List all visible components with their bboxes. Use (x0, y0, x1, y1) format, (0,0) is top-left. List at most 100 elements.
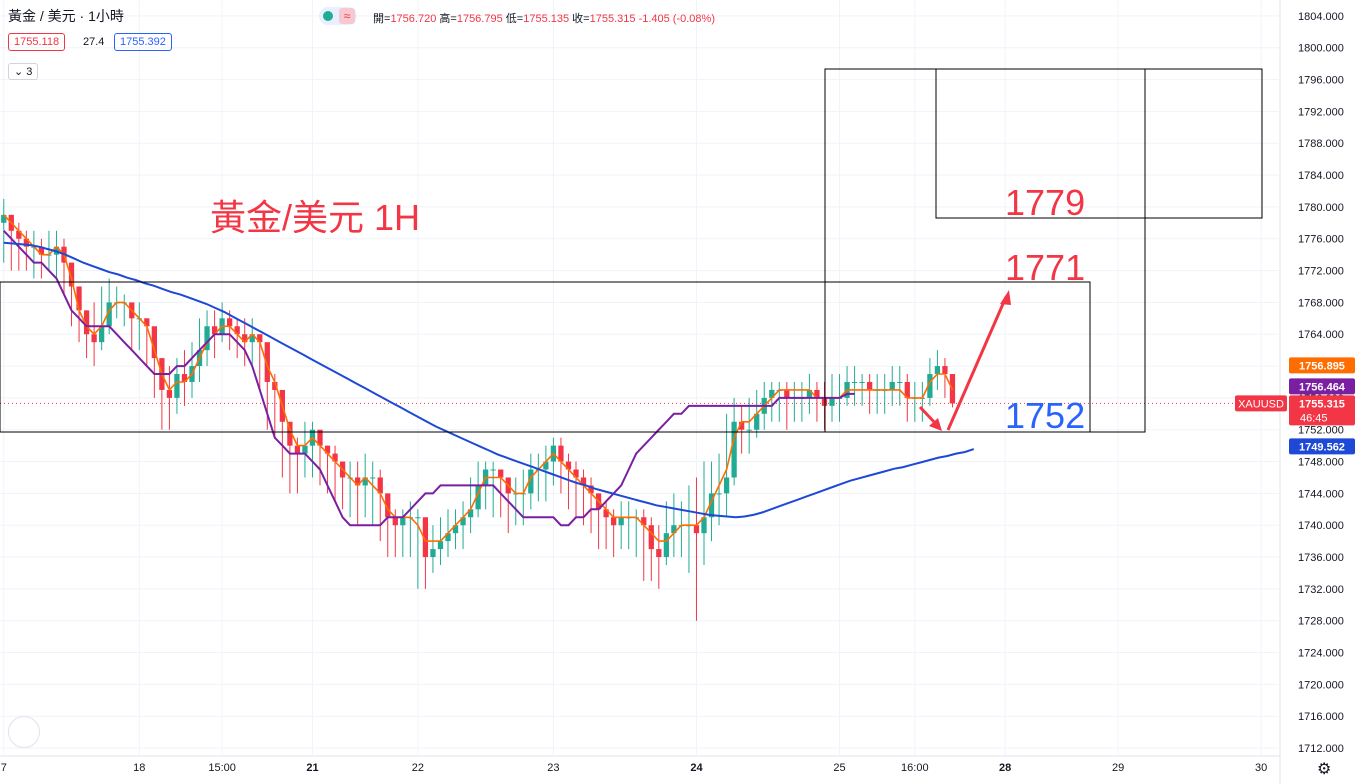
candle-body (151, 326, 157, 359)
gear-icon[interactable]: ⚙ (1317, 761, 1332, 778)
price-tick-label: 1752.000 (1298, 425, 1344, 437)
candle-body (867, 381, 873, 390)
candle-body (784, 389, 790, 398)
time-axis: 7 18 15:00 21 22 23 24 25 16:00 28 29 30 (1, 762, 1268, 774)
candle-body (437, 541, 444, 550)
candle-body (385, 493, 391, 518)
candle-body (746, 429, 752, 431)
candle-body (897, 381, 903, 383)
time-tick-label: 22 (412, 762, 424, 774)
range-box-left[interactable] (0, 281, 1091, 433)
candle-body (227, 318, 233, 327)
price-tag-value: 1749.562 (1299, 441, 1345, 453)
candle-body (543, 461, 549, 470)
candle-body (927, 374, 933, 398)
ma_mid-line (3, 230, 855, 527)
price-tick-label: 1764.000 (1298, 329, 1344, 341)
high-value: 1756.795 (456, 13, 503, 25)
symbol-title[interactable]: 黃金 / 美元 · 1小時 (8, 8, 124, 24)
candle-body (370, 477, 376, 479)
candle-body (91, 334, 97, 343)
drawings-layer[interactable]: 黃金/美元 1H 1779 1771 1752 (0, 68, 1263, 436)
candle-body (83, 310, 90, 335)
low-value: 1755.135 (523, 13, 570, 25)
price-tag-bg (1289, 357, 1355, 374)
time-tick-label: 28 (999, 762, 1011, 774)
candle-body (859, 381, 865, 383)
candle-body (701, 517, 707, 534)
candle-body (211, 326, 218, 335)
time-tick-label: 23 (547, 762, 559, 774)
candle-body (565, 461, 572, 470)
candle-body (99, 326, 105, 343)
approx-icon: ≈ (339, 8, 355, 24)
candle-body (498, 469, 504, 478)
candle-body (355, 477, 361, 486)
candle-body (23, 238, 29, 247)
time-tick-label: 30 (1255, 762, 1267, 774)
price-tick-label: 1776.000 (1298, 234, 1344, 246)
ohlc-readout: 開=1756.720 高=1756.795 低=1755.135 收=1755.… (373, 10, 715, 26)
scroll-to-start-button[interactable] (8, 716, 40, 748)
moving-averages (3, 214, 975, 542)
candle-body (754, 413, 760, 430)
price-tick-label: 1728.000 (1298, 616, 1344, 628)
candle-body (324, 445, 331, 454)
candle-body (415, 517, 421, 519)
price-tick-label: 1796.000 (1298, 75, 1344, 87)
candle-body (287, 421, 293, 446)
time-tick-label: 7 (1, 762, 7, 774)
candle-body (693, 525, 700, 534)
chart-grid (0, 0, 1280, 756)
candle-body (618, 517, 624, 526)
candle-body (806, 389, 813, 398)
projection-box-tall[interactable] (824, 68, 1146, 433)
price-tick-label: 1804.000 (1298, 11, 1344, 23)
spread: 27.4 (83, 36, 105, 48)
indicators-toggle[interactable]: ⌄ 3 (8, 63, 39, 80)
candle-body (377, 477, 383, 494)
chart-annotation-title: 黃金/美元 1H (210, 197, 420, 238)
ask-box[interactable]: 1755.392 (114, 33, 172, 51)
price-tick-label: 1800.000 (1298, 43, 1344, 55)
candle-body (580, 477, 587, 486)
countdown-label: 46:45 (1300, 412, 1328, 424)
price-tick-label: 1772.000 (1298, 266, 1344, 278)
open-value: 1756.720 (390, 13, 437, 25)
bid-box[interactable]: 1755.118 (8, 33, 66, 51)
market-status-pill[interactable]: ≈ (319, 7, 357, 25)
price-tag-bg (1289, 378, 1355, 395)
candle-body (851, 381, 858, 383)
close-value: 1755.315 (589, 13, 636, 25)
candle-body (573, 469, 579, 478)
price-tick-label: 1768.000 (1298, 297, 1344, 309)
candle-body (257, 334, 263, 343)
candle-body (234, 326, 240, 335)
candle-body (663, 533, 669, 558)
open-label: 開= (373, 13, 391, 25)
candle-body (392, 517, 398, 526)
candle-body (821, 397, 828, 406)
close-label: 收= (572, 13, 590, 25)
candle-body (656, 549, 662, 558)
candle-body (430, 549, 436, 558)
arrow-down-1752-head (929, 418, 942, 431)
candle-body (166, 389, 173, 398)
time-tick-label: 25 (833, 762, 845, 774)
ma_fast-line (3, 214, 954, 542)
candle-body (942, 366, 948, 375)
candle-body (648, 525, 654, 550)
candle-body (490, 469, 496, 471)
price-tags: XAUUSD 1756.895 1756.464 1755.315 46:45 1749.… (1235, 357, 1355, 455)
price-tick-label: 1784.000 (1298, 170, 1344, 182)
price-tick-label: 1792.000 (1298, 106, 1344, 118)
candle-body (302, 445, 308, 454)
candle-body (317, 429, 323, 446)
candle-body (889, 381, 895, 390)
target-box-1779[interactable] (935, 68, 1263, 219)
candle-body (272, 381, 278, 390)
price-tick-label: 1712.000 (1298, 743, 1344, 755)
candle-body (558, 445, 564, 462)
price-tick-label: 1740.000 (1298, 520, 1344, 532)
